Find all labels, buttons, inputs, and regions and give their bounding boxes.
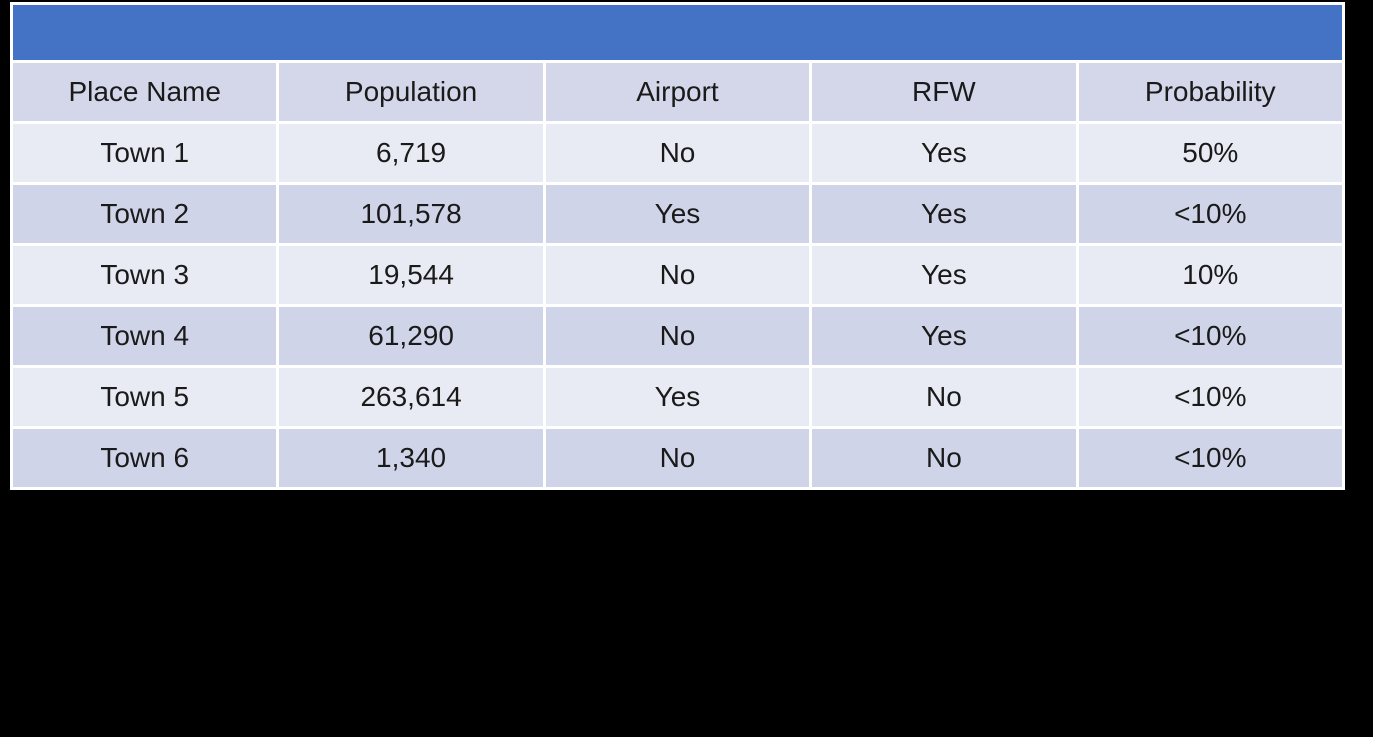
table-row: Town 6 1,340 No No <10% bbox=[13, 429, 1342, 487]
column-header-population: Population bbox=[279, 63, 543, 121]
table-row: Town 3 19,544 No Yes 10% bbox=[13, 246, 1342, 304]
cell-place-name: Town 2 bbox=[13, 185, 277, 243]
cell-population: 101,578 bbox=[279, 185, 543, 243]
cell-probability: <10% bbox=[1078, 185, 1342, 243]
cell-population: 19,544 bbox=[279, 246, 543, 304]
cell-rfw: No bbox=[812, 429, 1076, 487]
cell-place-name: Town 5 bbox=[13, 368, 277, 426]
cell-airport: No bbox=[545, 307, 810, 365]
cell-population: 6,719 bbox=[279, 124, 543, 182]
cell-place-name: Town 3 bbox=[13, 246, 277, 304]
table-title-bar bbox=[13, 5, 1342, 60]
cell-airport: Yes bbox=[545, 185, 810, 243]
column-header-place-name: Place Name bbox=[13, 63, 277, 121]
cell-place-name: Town 1 bbox=[13, 124, 277, 182]
table-header-row: Place Name Population Airport RFW Probab… bbox=[13, 63, 1342, 121]
table-row: Town 4 61,290 No Yes <10% bbox=[13, 307, 1342, 365]
cell-probability: <10% bbox=[1078, 429, 1342, 487]
cell-airport: No bbox=[545, 124, 810, 182]
column-header-airport: Airport bbox=[545, 63, 810, 121]
cell-rfw: No bbox=[812, 368, 1076, 426]
table-row: Town 5 263,614 Yes No <10% bbox=[13, 368, 1342, 426]
cell-rfw: Yes bbox=[812, 307, 1076, 365]
column-header-probability: Probability bbox=[1078, 63, 1342, 121]
cell-airport: No bbox=[545, 246, 810, 304]
cell-probability: 50% bbox=[1078, 124, 1342, 182]
cell-airport: No bbox=[545, 429, 810, 487]
cell-place-name: Town 6 bbox=[13, 429, 277, 487]
table-title-text bbox=[13, 5, 1342, 60]
cell-probability: <10% bbox=[1078, 368, 1342, 426]
cell-probability: 10% bbox=[1078, 246, 1342, 304]
cell-place-name: Town 4 bbox=[13, 307, 277, 365]
cell-rfw: Yes bbox=[812, 185, 1076, 243]
cell-probability: <10% bbox=[1078, 307, 1342, 365]
cell-rfw: Yes bbox=[812, 124, 1076, 182]
column-header-rfw: RFW bbox=[812, 63, 1076, 121]
towns-table: Place Name Population Airport RFW Probab… bbox=[10, 2, 1345, 490]
cell-population: 263,614 bbox=[279, 368, 543, 426]
cell-airport: Yes bbox=[545, 368, 810, 426]
cell-rfw: Yes bbox=[812, 246, 1076, 304]
cell-population: 61,290 bbox=[279, 307, 543, 365]
table-row: Town 1 6,719 No Yes 50% bbox=[13, 124, 1342, 182]
cell-population: 1,340 bbox=[279, 429, 543, 487]
table-row: Town 2 101,578 Yes Yes <10% bbox=[13, 185, 1342, 243]
